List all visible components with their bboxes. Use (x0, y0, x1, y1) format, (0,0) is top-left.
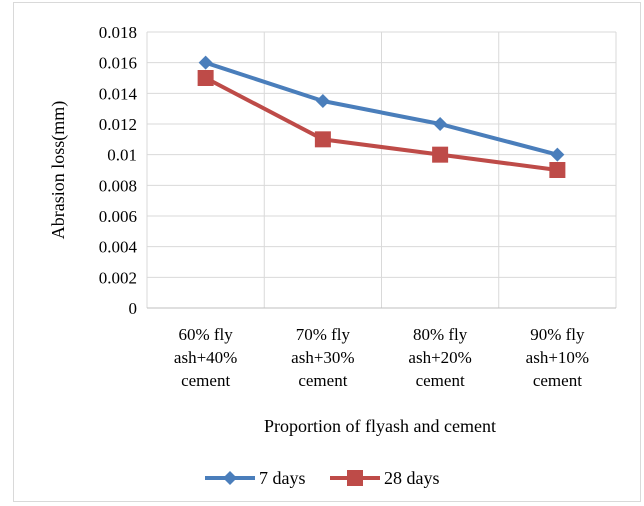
x-category-label: 90% fly ash+10% cement (526, 325, 589, 390)
y-tick-label: 0.002 (99, 268, 137, 287)
legend: 7 days 28 days (205, 468, 440, 488)
legend-label: 28 days (384, 468, 440, 488)
x-category-line: ash+10% (526, 348, 589, 367)
data-point-1 (315, 94, 330, 108)
series-lines (204, 60, 558, 172)
y-tick-label: 0.014 (99, 84, 138, 103)
legend-item: 28 days (330, 468, 440, 488)
y-tick-label: 0.004 (99, 238, 138, 257)
data-point-1 (433, 117, 448, 131)
x-category-line: ash+40% (174, 348, 237, 367)
y-tick-label: 0.012 (99, 115, 137, 134)
legend-marker (223, 471, 237, 485)
x-category-line: cement (533, 371, 582, 390)
x-category-line: 60% fly (178, 325, 233, 344)
data-point-1 (198, 55, 213, 70)
data-point-2 (197, 70, 214, 86)
legend-marker (347, 470, 363, 486)
data-point-2 (432, 146, 449, 163)
y-tick-label: 0.008 (99, 176, 137, 195)
data-point-2 (549, 162, 566, 178)
y-axis-title: Abrasion loss(mm) (48, 101, 69, 240)
x-category-line: ash+30% (291, 348, 354, 367)
y-tick-labels: 0 0.002 0.004 0.006 0.008 0.01 0.012 0.014 0.016… (99, 23, 138, 318)
data-point-1 (550, 147, 565, 162)
x-category-labels: 60% fly ash+40% cement 70% fly ash+30% cement… (174, 325, 589, 390)
data-point-2 (314, 131, 331, 148)
y-tick-label: 0.016 (99, 54, 137, 73)
series-markers (197, 55, 566, 178)
x-category-label: 70% fly ash+30% cement (291, 325, 354, 390)
x-category-label: 60% fly ash+40% cement (174, 325, 237, 390)
x-axis-title: Proportion of flyash and cement (264, 416, 496, 436)
gridlines (146, 31, 617, 309)
y-tick-label: 0 (129, 299, 138, 318)
y-tick-label: 0.018 (99, 23, 137, 42)
x-category-line: cement (416, 371, 465, 390)
legend-item: 7 days (205, 468, 306, 488)
x-category-line: 70% fly (296, 325, 351, 344)
series-line-2 (204, 76, 558, 172)
series-line-1 (205, 60, 558, 157)
x-category-line: 80% fly (413, 325, 468, 344)
x-category-line: cement (298, 371, 347, 390)
x-category-label: 80% fly ash+20% cement (408, 325, 471, 390)
legend-label: 7 days (259, 468, 306, 488)
x-category-line: cement (181, 371, 230, 390)
x-category-line: ash+20% (408, 348, 471, 367)
y-tick-label: 0.01 (107, 146, 137, 165)
y-tick-label: 0.006 (99, 207, 137, 226)
x-category-line: 90% fly (530, 325, 585, 344)
chart-frame (13, 2, 641, 502)
